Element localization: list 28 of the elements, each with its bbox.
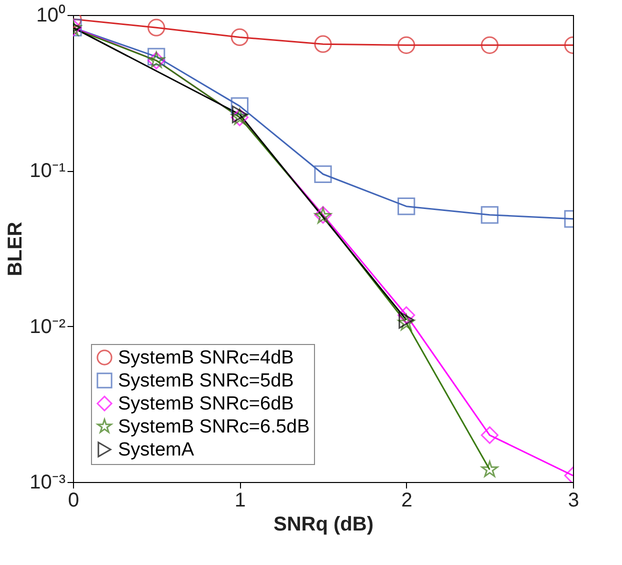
point <box>481 460 498 477</box>
point <box>314 165 332 183</box>
legend-label: SystemB SNRc=4dB <box>118 348 294 368</box>
legend-label: SystemB SNRc=6dB <box>118 394 294 414</box>
legend-label: SystemB SNRc=6.5dB <box>118 416 310 438</box>
point <box>480 206 498 224</box>
y-tick-label: 10⁰ <box>36 4 66 26</box>
point <box>480 426 498 444</box>
point <box>480 36 498 54</box>
point <box>398 306 416 324</box>
point <box>314 35 332 53</box>
point <box>398 198 416 216</box>
legend-label: SystemA <box>118 440 194 460</box>
x-tick-label: 1 <box>234 490 246 512</box>
x-tick-label: 3 <box>568 490 580 512</box>
point <box>398 314 415 330</box>
y-tick-label: 10⁻³ <box>30 472 66 494</box>
legend-label: SystemB SNRc=5dB <box>118 370 294 392</box>
x-tick-label: 0 <box>68 490 80 512</box>
x-axis-title: SNRq (dB) <box>274 514 374 536</box>
point <box>398 36 416 54</box>
y-tick-label: 10⁻² <box>30 316 66 338</box>
point <box>148 18 166 36</box>
point <box>398 311 414 329</box>
y-axis-title: BLER <box>4 221 27 276</box>
x-tick-label: 2 <box>401 490 412 512</box>
y-tick-label: 10⁻¹ <box>30 160 66 182</box>
point <box>230 28 248 46</box>
